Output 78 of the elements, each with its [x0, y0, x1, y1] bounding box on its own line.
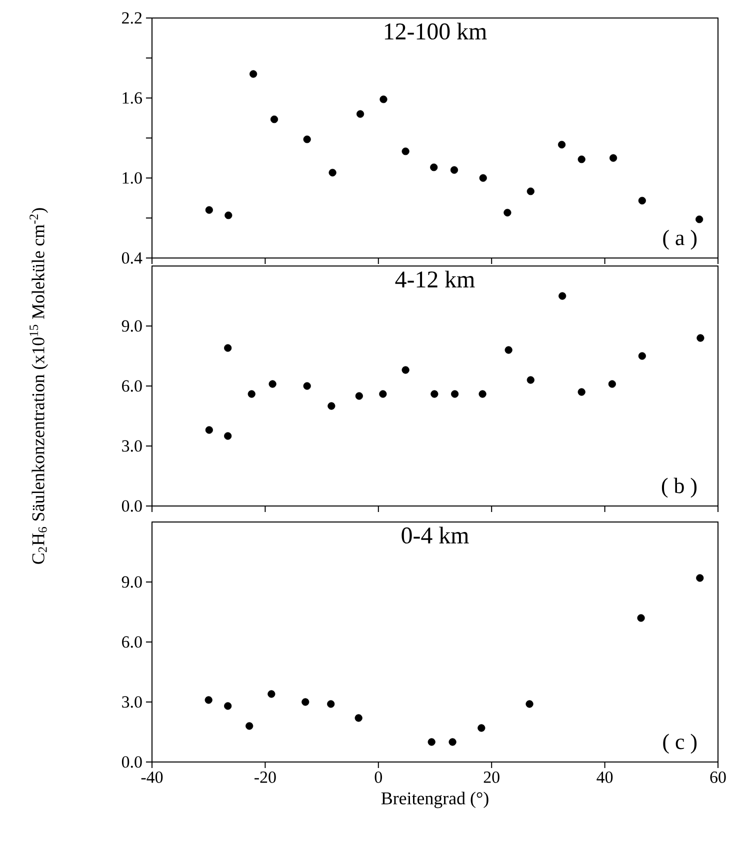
x-tick-label: 20 — [484, 772, 500, 783]
point — [450, 166, 458, 174]
point — [526, 700, 534, 708]
point — [637, 614, 645, 622]
x-tick-label: 60 — [710, 772, 726, 783]
point — [355, 392, 363, 400]
point — [696, 334, 704, 342]
point — [328, 168, 336, 176]
point — [696, 216, 704, 224]
y-tick-label: 3.0 — [122, 696, 142, 708]
point — [246, 722, 254, 730]
point — [609, 154, 618, 162]
point — [478, 724, 486, 732]
point — [356, 110, 364, 118]
point — [479, 174, 487, 182]
y-tick-label: 6.0 — [122, 636, 142, 648]
point — [205, 206, 213, 214]
point — [526, 376, 534, 384]
point — [451, 390, 459, 398]
point — [430, 164, 438, 172]
point — [250, 70, 258, 78]
y-tick-label: 3.0 — [122, 440, 142, 452]
x-tick-label: 0 — [374, 772, 382, 783]
point — [224, 432, 232, 440]
y-tick-label: 2.2 — [122, 12, 142, 24]
point — [558, 292, 566, 300]
point — [558, 140, 566, 148]
y-tick-label: 6.0 — [122, 380, 142, 392]
point — [270, 116, 278, 124]
x-axis-title: Breitengrad (°) — [381, 792, 488, 808]
point — [327, 700, 335, 708]
point — [504, 208, 512, 216]
point — [303, 382, 311, 390]
annotation: ( a ) — [663, 230, 697, 250]
point — [268, 690, 276, 698]
point — [526, 188, 534, 196]
chart-title: 12-100 km — [384, 22, 487, 40]
y-tick-label: 9.0 — [122, 320, 142, 332]
point — [224, 212, 232, 220]
point — [380, 96, 388, 104]
point — [448, 738, 456, 746]
y-tick-label: 9.0 — [122, 576, 142, 588]
x-tick-label: -40 — [141, 772, 163, 783]
point — [402, 366, 410, 374]
point — [428, 738, 436, 746]
point — [268, 380, 276, 388]
x-tick-label: 40 — [596, 772, 613, 783]
point — [328, 402, 336, 410]
y-tick-label: 1.0 — [122, 172, 142, 184]
point — [608, 380, 616, 388]
point — [638, 196, 646, 204]
y-tick-label: 1.6 — [122, 92, 142, 104]
point — [224, 344, 232, 352]
point — [303, 136, 311, 144]
point — [379, 390, 387, 398]
point — [430, 390, 438, 398]
point — [248, 390, 256, 398]
point — [302, 698, 310, 706]
x-tick-label: -20 — [254, 772, 276, 783]
point — [205, 426, 213, 434]
annotation: ( b ) — [662, 478, 697, 498]
point — [224, 702, 232, 710]
y-tick-label: 0.0 — [122, 500, 142, 512]
point — [578, 388, 586, 396]
point — [402, 148, 410, 156]
point — [638, 352, 646, 360]
point — [696, 574, 704, 582]
y-tick-label: 0.0 — [122, 756, 142, 768]
point — [478, 390, 486, 398]
point — [578, 156, 586, 164]
chart-title: 0-4 km — [402, 526, 469, 544]
chart-title: 4-12 km — [395, 270, 475, 288]
y-tick-label: 0.4 — [122, 252, 142, 264]
point — [504, 346, 512, 354]
point — [354, 714, 362, 722]
text: C$_{2}$H$_{6}$ Säulenkonzentration (x10$^{15}$ Moleküle cm$^{-2}$) — [30, 208, 48, 564]
point — [204, 696, 212, 704]
annotation: ( c ) — [663, 734, 697, 754]
